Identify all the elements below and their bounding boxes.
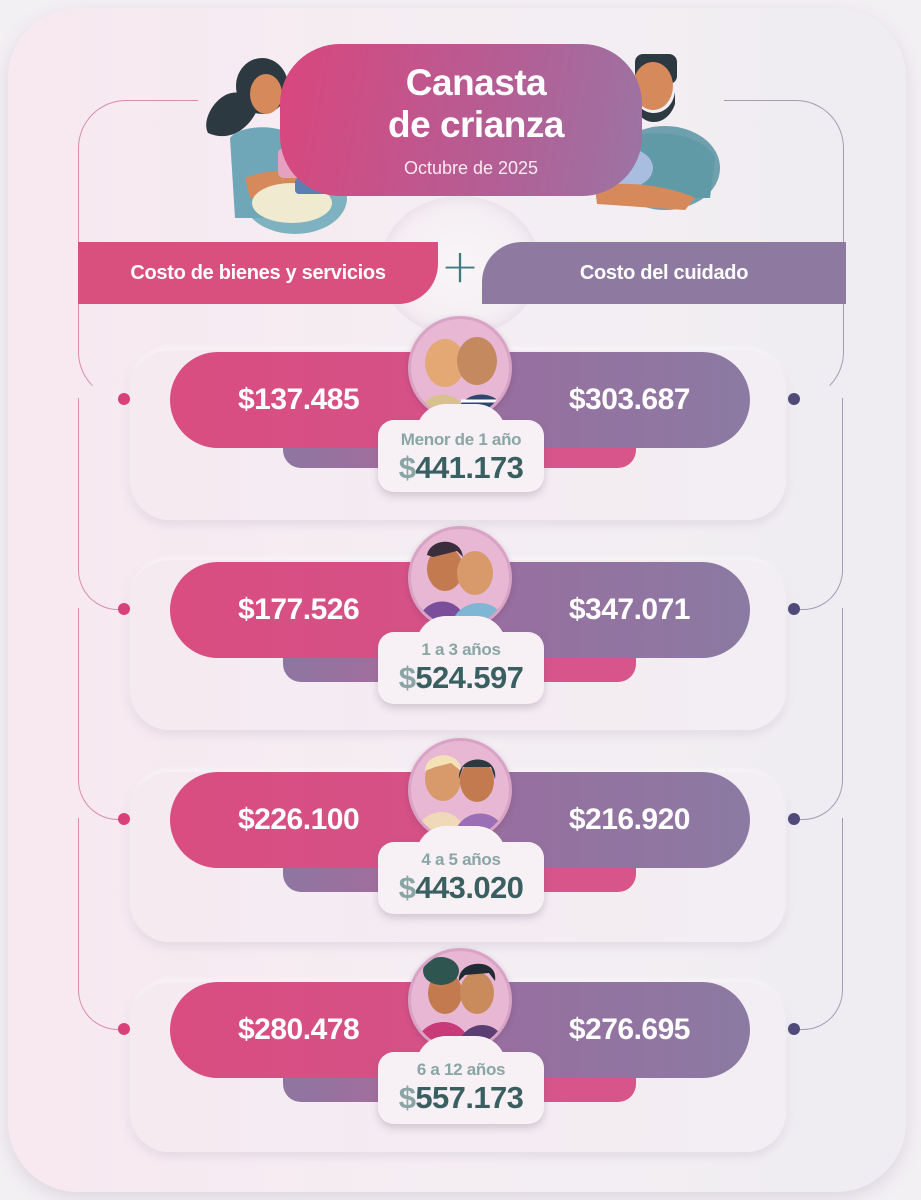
total-value: $557.173 (398, 1080, 524, 1115)
connector-dot (118, 603, 130, 615)
age-total-card: Menor de 1 año $441.173 (378, 404, 544, 492)
column-header-care: Costo del cuidado (482, 242, 846, 304)
age-group-label: 1 a 3 años (421, 640, 501, 659)
plus-icon: + (440, 239, 480, 293)
age-total-card: 6 a 12 años $557.173 (378, 1036, 544, 1124)
total-value: $441.173 (398, 450, 524, 485)
age-total-card: 1 a 3 años $524.597 (378, 616, 544, 704)
connector-dot (118, 813, 130, 825)
connector-dot (788, 813, 800, 825)
age-group-label: 6 a 12 años (416, 1060, 506, 1079)
column-header-goods-services: Costo de bienes y servicios (78, 242, 438, 304)
total-value: $524.597 (398, 660, 524, 695)
age-total-card: 4 a 5 años $443.020 (378, 826, 544, 914)
page-title-line-1: Canasta (405, 62, 547, 103)
page-title-line-2: de crianza (388, 104, 564, 145)
connector-dot (788, 1023, 800, 1035)
age-group-label: Menor de 1 año (400, 430, 522, 449)
total-value: $443.020 (398, 870, 524, 905)
toddlers-avatar (408, 526, 512, 630)
title-banner: Canasta de crianza Octubre de 2025 (280, 44, 642, 196)
page-subtitle: Octubre de 2025 (403, 158, 539, 178)
connector-dot (788, 393, 800, 405)
connector-dot (788, 603, 800, 615)
connector-dot (118, 393, 130, 405)
connector-dot (118, 1023, 130, 1035)
age-group-label: 4 a 5 años (421, 850, 501, 869)
